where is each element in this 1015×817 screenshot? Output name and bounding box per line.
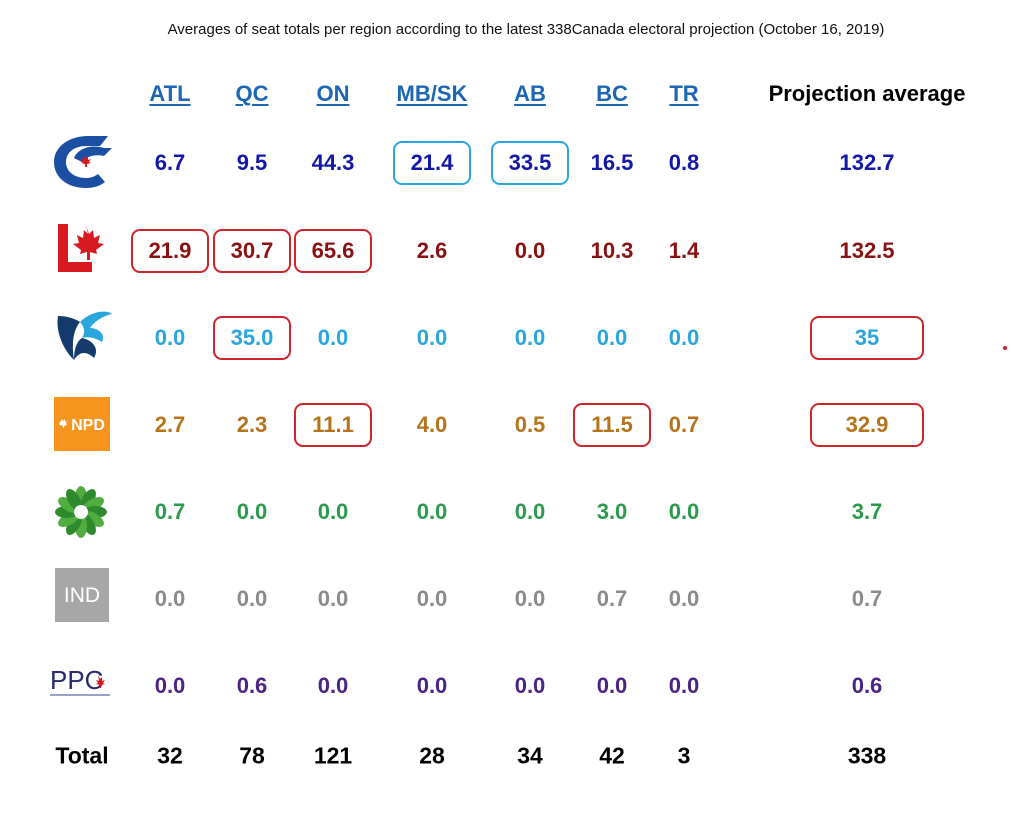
table-cell: 11.5 [591,412,633,437]
total-cell: 121 [313,742,353,769]
table-cell: 2.6 [416,238,448,263]
table-cell: 21.9 [148,238,192,263]
table-cell: 0.0 [416,325,448,350]
highlight-box [810,403,924,447]
total-cell: 338 [847,742,887,769]
bloc-icon [57,311,112,360]
column-header-mb-sk[interactable]: MB/SK [396,81,468,106]
table-cell: 0.0 [154,586,186,611]
ind-logo-text: IND [64,584,100,607]
total-cell: 28 [419,742,445,769]
table-cell: 0.0 [514,586,546,611]
highlight-box [131,229,209,273]
table-cell: 0.0 [154,325,186,350]
ppc-icon: PPC [50,665,110,696]
chart-title: Averages of seat totals per region accor… [167,21,885,38]
ndp-logo-text: NPD [71,417,105,434]
ndp-icon: NPD [54,397,110,451]
table-cell: 16.5 [590,150,634,175]
liberal-icon [58,224,104,272]
table-cell: 0.6 [851,673,883,698]
table-cell: 0.8 [668,150,700,175]
table-cell: 0.0 [668,325,700,350]
table-cell: 9.5 [236,150,268,175]
total-cell: 42 [599,742,625,769]
table-cell: 2.3 [236,412,268,437]
table-cell: 0.0 [596,325,628,350]
highlight-box [573,403,651,447]
highlight-box [213,229,291,273]
table-cell: 3.0 [596,499,628,524]
table-cell: 21.4 [410,150,454,175]
table-cell: 35.0 [230,325,274,350]
table-cell: 0.0 [416,499,448,524]
green-logo-center [74,505,88,519]
table-cell: 35 [854,325,880,350]
stray-dot [1003,346,1007,350]
column-header-ab[interactable]: AB [514,81,546,106]
highlight-box [294,403,372,447]
table-cell: 0.0 [668,586,700,611]
table-cell: 0.7 [851,586,883,611]
table-cell: 4.0 [416,412,448,437]
table-cell: 30.7 [230,238,274,263]
total-cell: 78 [239,742,265,769]
table-cell: 0.0 [514,499,546,524]
total-cell: 3 [677,742,691,769]
conservative-icon [54,136,112,188]
ppc-logo-text: PPC [50,665,103,695]
table-cell: 0.0 [317,586,349,611]
table-cell: 0.0 [514,238,546,263]
table-cell: 11.1 [312,412,354,437]
table-cell: 32.9 [845,412,889,437]
table-cell: 0.0 [317,673,349,698]
table-cell: 0.0 [596,673,628,698]
highlight-box [393,141,471,185]
table-cell: 2.7 [154,412,186,437]
table-cell: 0.0 [668,673,700,698]
table-cell: 0.0 [416,586,448,611]
column-header-qc[interactable]: QC [235,81,269,106]
total-cell: 32 [157,742,183,769]
highlight-box [810,316,924,360]
table-cell: 0.0 [514,673,546,698]
green-icon [55,486,107,538]
table-cell: 6.7 [154,150,186,175]
table-cell: 1.4 [668,238,700,263]
table-cell: 132.5 [839,238,895,263]
column-header-tr[interactable]: TR [669,81,699,106]
table-cell: 0.0 [514,325,546,350]
table-cell: 0.0 [416,673,448,698]
highlight-box [213,316,291,360]
highlight-box [491,141,569,185]
table-cell: 0.6 [236,673,268,698]
total-cell: 34 [517,742,543,769]
column-header-bc[interactable]: BC [596,81,628,106]
table-cell: 0.0 [236,586,268,611]
table-cell: 33.5 [508,150,552,175]
table-cell: 44.3 [311,150,355,175]
column-header-projection-average: Projection average [768,81,966,106]
table-cell: 0.0 [317,499,349,524]
table-cell: 0.0 [668,499,700,524]
column-header-atl[interactable]: ATL [149,81,191,106]
table-cell: 0.0 [236,499,268,524]
table-cell: 0.7 [596,586,628,611]
highlight-box [294,229,372,273]
table-cell: 0.7 [668,412,700,437]
table-cell: 3.7 [851,499,883,524]
green-logo-petal [66,489,82,511]
table-cell: 10.3 [590,238,634,263]
table-cell: 132.7 [839,150,895,175]
independent-icon: IND [55,568,109,622]
table-cell: 0.5 [514,412,546,437]
column-header-on[interactable]: ON [316,81,350,106]
table-cell: 0.0 [317,325,349,350]
total-label: Total [55,742,109,769]
table-cell: 0.0 [154,673,186,698]
table-cell: 65.6 [311,238,355,263]
table-cell: 0.7 [154,499,186,524]
